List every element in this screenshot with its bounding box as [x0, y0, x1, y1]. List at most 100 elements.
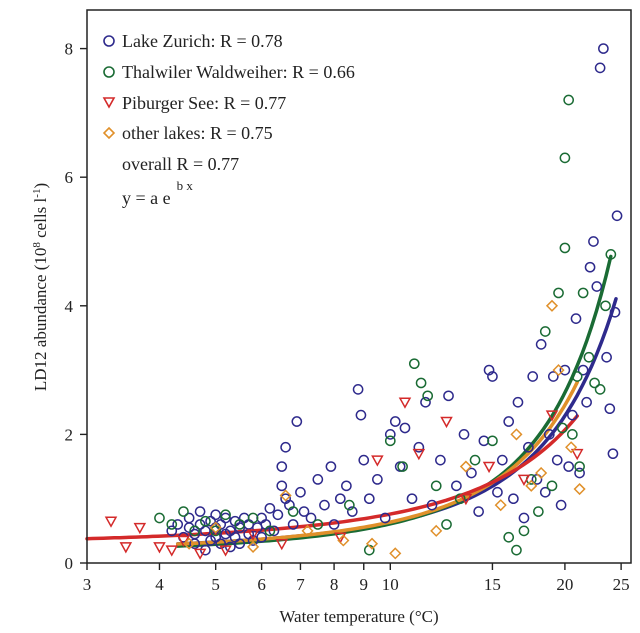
data-point-lake-zurich — [189, 528, 201, 540]
data-point-piburger-see — [153, 542, 166, 554]
data-point-piburger-see — [133, 522, 147, 535]
data-point-lake-zurich — [363, 493, 375, 505]
x-axis-ticks: 3 4 5 6 7 8 9 10 15 20 25 — [83, 563, 630, 594]
data-point-thalwiler-waldweiher — [178, 506, 189, 517]
data-point-lake-zurich — [215, 538, 227, 550]
data-point-thalwiler-waldweiher — [605, 248, 617, 260]
data-point-thalwiler-waldweiher — [287, 506, 299, 517]
data-point-other-lakes — [209, 521, 222, 534]
legend-marker-piburger-see — [102, 97, 116, 109]
fit-curve-other-lakes — [175, 380, 579, 546]
y-tick-label: 8 — [65, 40, 74, 59]
fit-curve-thalwiler-waldweiher — [175, 254, 613, 548]
x-tick-label: 7 — [296, 575, 305, 594]
data-point-thalwiler-waldweiher — [577, 287, 589, 299]
data-point-lake-zurich — [272, 509, 284, 521]
data-point-lake-zurich — [194, 519, 206, 530]
data-point-thalwiler-waldweiher — [594, 384, 606, 395]
data-point-piburger-see — [219, 545, 232, 557]
fit-curve-piburger-see — [85, 414, 579, 541]
data-point-lake-zurich — [547, 371, 559, 382]
data-point-piburger-see — [275, 538, 289, 551]
data-point-thalwiler-waldweiher — [559, 242, 571, 254]
data-point-lake-zurich — [435, 454, 446, 466]
fit-curves — [85, 254, 618, 548]
data-point-lake-zurich — [238, 512, 250, 524]
data-point-lake-zurich — [601, 351, 612, 363]
data-point-other-lakes — [494, 499, 507, 512]
data-point-lake-zurich — [358, 454, 370, 466]
data-point-lake-zurich — [492, 486, 503, 498]
data-point-other-lakes — [525, 479, 538, 492]
data-point-other-lakes — [247, 540, 260, 553]
data-point-lake-zurich — [473, 506, 484, 517]
data-point-lake-zurich — [588, 236, 599, 247]
data-point-thalwiler-waldweiher — [546, 480, 558, 492]
data-point-lake-zurich — [594, 62, 606, 74]
data-point-lake-zurich — [539, 486, 551, 498]
data-point-thalwiler-waldweiher — [511, 544, 522, 556]
data-point-lake-zurich — [570, 313, 582, 325]
data-point-thalwiler-waldweiher — [344, 499, 355, 511]
data-point-lake-zurich — [372, 474, 383, 485]
y-axis-title-unit: cells l — [31, 197, 50, 242]
data-point-piburger-see — [334, 532, 347, 544]
data-point-lake-zurich — [563, 461, 575, 472]
data-point-lake-zurich — [567, 409, 578, 421]
data-point-other-lakes — [430, 524, 443, 537]
data-point-lake-zurich — [268, 525, 280, 537]
data-point-lake-zurich — [256, 531, 267, 543]
data-point-lake-zurich — [355, 409, 367, 421]
y-axis-ticks: 0 2 4 6 8 — [65, 40, 87, 573]
data-point-lake-zurich — [559, 364, 571, 376]
data-point-lake-zurich — [379, 512, 391, 524]
data-point-lake-zurich — [487, 371, 498, 382]
legend-equation-main: y = a e — [122, 188, 171, 208]
legend-label-other-lakes: other lakes: R = 0.75 — [122, 123, 273, 143]
data-point-piburger-see — [545, 410, 559, 422]
data-point-lake-zurich — [598, 43, 609, 54]
data-point-lake-zurich — [276, 480, 288, 492]
y-axis-title-exponent: 8 — [31, 242, 43, 248]
data-point-lake-zurich — [496, 454, 508, 466]
data-point-other-lakes — [535, 466, 548, 480]
data-point-piburger-see — [570, 448, 584, 461]
data-point-thalwiler-waldweiher — [200, 515, 211, 527]
data-point-lake-zurich — [609, 306, 621, 318]
data-point-lake-zurich — [389, 416, 401, 427]
data-point-thalwiler-waldweiher — [154, 512, 165, 524]
data-point-lake-zurich — [527, 371, 539, 382]
data-point-piburger-see — [482, 461, 496, 474]
data-point-piburger-see — [398, 397, 412, 409]
y-tick-label: 6 — [65, 168, 74, 187]
data-point-thalwiler-waldweiher — [247, 512, 259, 524]
data-point-lake-zurich — [518, 512, 530, 524]
legend: Lake Zurich: R = 0.78 Thalwiler Waldweih… — [102, 31, 355, 208]
data-point-thalwiler-waldweiher — [539, 326, 551, 337]
x-tick-label: 5 — [211, 575, 220, 594]
data-point-piburger-see — [459, 493, 473, 506]
data-point-thalwiler-waldweiher — [557, 422, 568, 434]
data-point-piburger-see — [119, 542, 133, 554]
data-point-lake-zurich — [334, 493, 346, 505]
data-point-lake-zurich — [607, 448, 619, 460]
data-point-thalwiler-waldweiher — [397, 461, 408, 472]
x-axis-title: Water temperature (°C) — [279, 607, 438, 626]
plot-frame — [86, 9, 632, 564]
data-point-thalwiler-waldweiher — [563, 94, 575, 106]
data-point-thalwiler-waldweiher — [166, 519, 178, 530]
data-point-thalwiler-waldweiher — [189, 525, 201, 537]
data-point-lake-zurich — [426, 499, 438, 511]
data-point-thalwiler-waldweiher — [441, 519, 452, 530]
data-point-lake-zurich — [243, 519, 255, 530]
legend-label-lake-zurich: Lake Zurich: R = 0.78 — [122, 31, 283, 51]
data-point-other-lakes — [279, 489, 292, 502]
data-point-lake-zurich — [295, 486, 306, 498]
data-point-other-lakes — [565, 441, 578, 454]
data-point-other-lakes — [510, 428, 523, 441]
data-point-lake-zurich — [451, 480, 462, 492]
x-tick-label: 4 — [155, 575, 164, 594]
data-point-lake-zurich — [200, 544, 211, 556]
data-point-thalwiler-waldweiher — [533, 506, 544, 517]
